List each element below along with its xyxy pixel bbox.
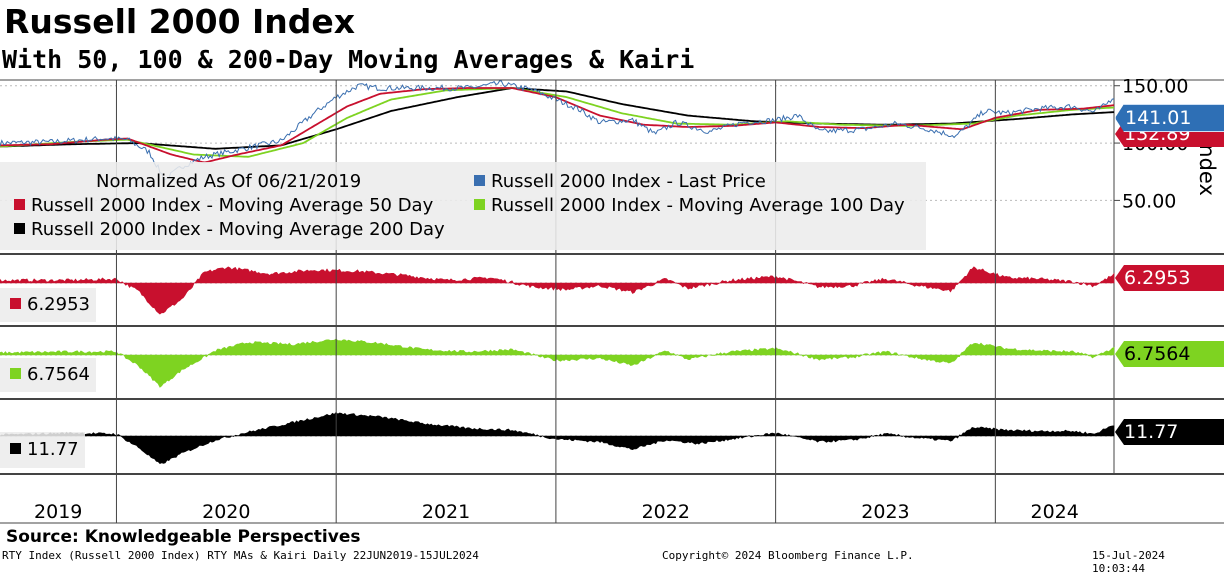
kairi-panels <box>0 266 1115 464</box>
kairi50-area <box>0 266 1115 315</box>
legend-item-ma50: Russell 2000 Index - Moving Average 50 D… <box>14 195 433 216</box>
x-tick-label: 2023 <box>861 501 909 523</box>
source-note: Source: Knowledgeable Perspectives <box>6 527 361 547</box>
ma200-line <box>0 87 1115 150</box>
kairi200-legend: 11.77 <box>0 432 85 468</box>
x-tick-label: 2021 <box>422 501 470 523</box>
footer-copyright: Copyright© 2024 Bloomberg Finance L.P. <box>662 549 914 562</box>
legend-item-ma200: Russell 2000 Index - Moving Average 200 … <box>14 219 445 240</box>
kairi100-swatch <box>10 368 21 379</box>
legend-label-last-price: Russell 2000 Index - Last Price <box>491 171 766 192</box>
kairi200-tag: 11.77 <box>1115 419 1224 445</box>
x-tick-label: 2020 <box>202 501 250 523</box>
kairi50-legend-value: 6.2953 <box>27 294 90 315</box>
footer-security-info: RTY Index (Russell 2000 Index) RTY MAs &… <box>2 549 479 562</box>
kairi50-legend: 6.2953 <box>0 288 96 322</box>
x-axis: 2019 2020 2021 2022 2023 2024 <box>34 80 1079 523</box>
kairi100-legend: 6.7564 <box>0 358 96 392</box>
kairi100-legend-value: 6.7564 <box>27 364 90 385</box>
x-tick-label: 2019 <box>34 501 82 523</box>
legend-item-last-price: Russell 2000 Index - Last Price <box>474 171 766 192</box>
y-tick-label: 50.00 <box>1122 190 1176 212</box>
legend-label-ma50: Russell 2000 Index - Moving Average 50 D… <box>31 195 434 216</box>
chart-legend: Normalized As Of 06/21/2019 Russell 2000… <box>0 162 926 250</box>
y-tick-label: 150.00 <box>1122 76 1188 98</box>
kairi100-tag: 6.7564 <box>1115 341 1224 367</box>
kairi50-tag: 6.2953 <box>1115 265 1224 291</box>
y-axis-label: Index <box>1195 138 1219 196</box>
legend-swatch-ma50 <box>14 199 25 210</box>
legend-label-ma200: Russell 2000 Index - Moving Average 200 … <box>31 219 445 240</box>
chart-title: Russell 2000 Index <box>4 2 356 41</box>
kairi200-swatch <box>10 443 21 454</box>
legend-swatch-ma100 <box>474 199 485 210</box>
chart-frame <box>0 79 1224 524</box>
kairi200-legend-value: 11.77 <box>27 439 79 460</box>
x-tick-label: 2022 <box>642 501 690 523</box>
kairi200-area <box>0 411 1115 464</box>
kairi50-swatch <box>10 298 21 309</box>
kairi100-area <box>0 338 1115 388</box>
legend-swatch-ma200 <box>14 223 25 234</box>
footer-timestamp: 15-Jul-2024 10:03:44 <box>1092 549 1165 575</box>
legend-item-ma100: Russell 2000 Index - Moving Average 100 … <box>474 195 905 216</box>
legend-label-ma100: Russell 2000 Index - Moving Average 100 … <box>491 195 905 216</box>
legend-swatch-last-price <box>474 175 485 186</box>
chart-subtitle: With 50, 100 & 200-Day Moving Averages &… <box>2 45 695 74</box>
last-price-tag: 141.01 <box>1115 104 1224 132</box>
legend-normalized-note: Normalized As Of 06/21/2019 <box>96 171 362 192</box>
x-tick-label: 2024 <box>1030 501 1078 523</box>
ma100-line <box>0 87 1115 158</box>
ma50-line <box>0 87 1115 164</box>
